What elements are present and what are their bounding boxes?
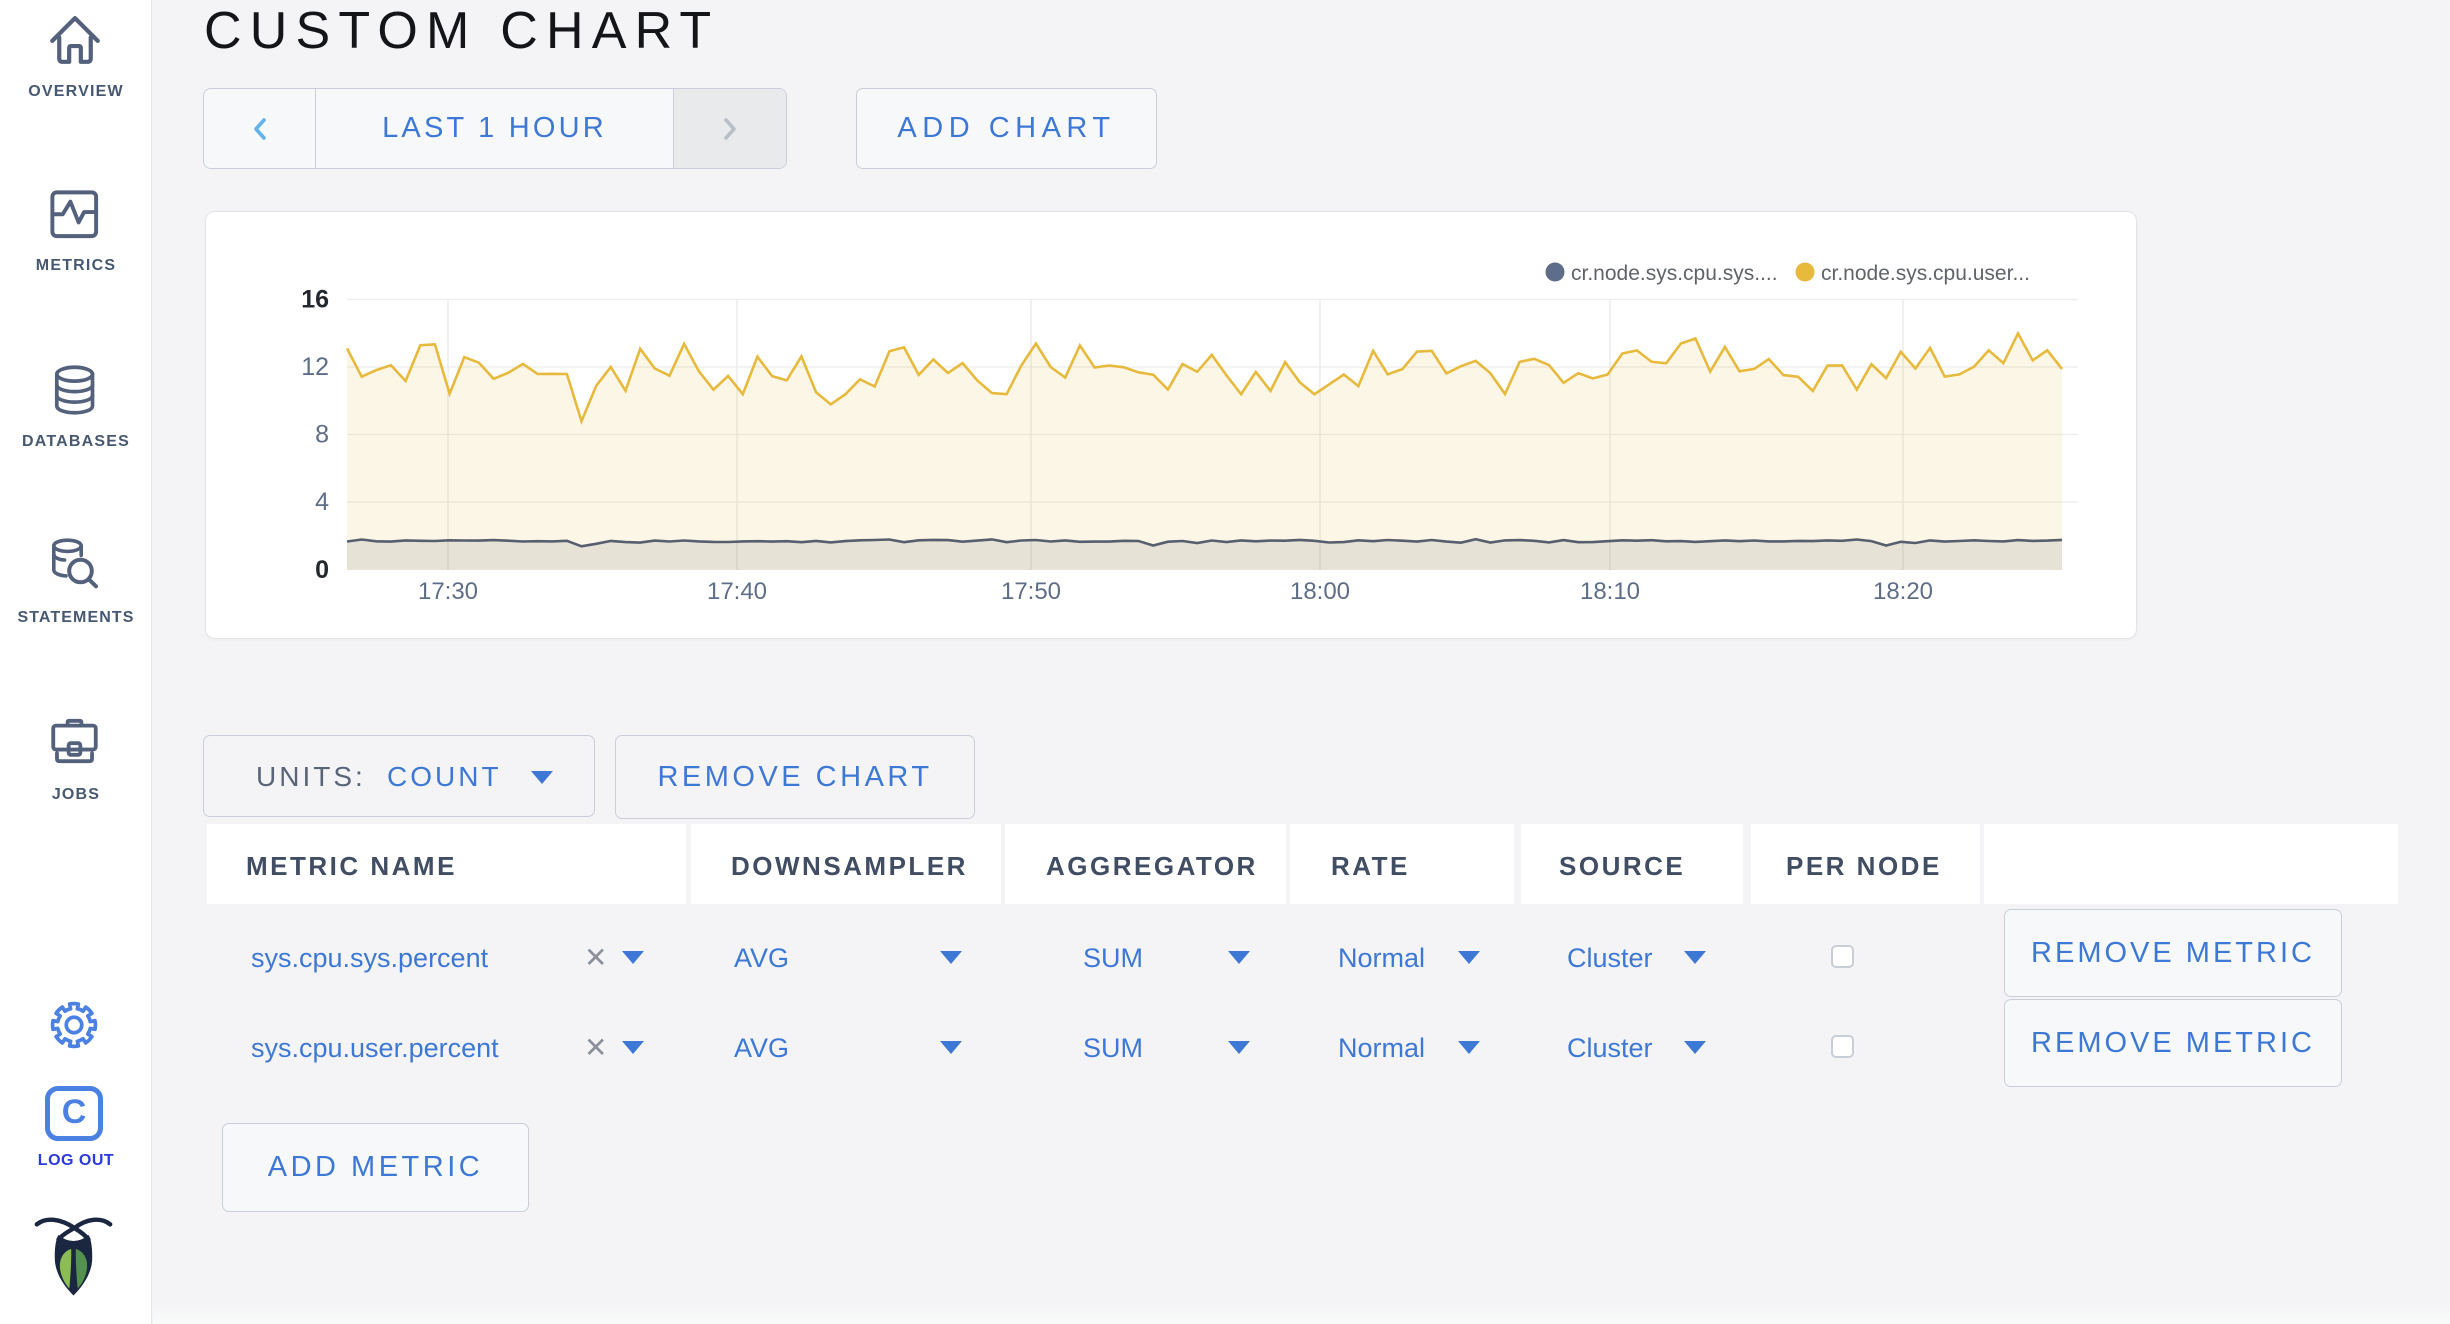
svg-text:18:20: 18:20 <box>1873 578 1933 605</box>
svg-text:cr.node.sys.cpu.sys....: cr.node.sys.cpu.sys.... <box>1571 262 1778 285</box>
svg-text:4: 4 <box>315 488 329 516</box>
svg-text:18:10: 18:10 <box>1580 578 1640 605</box>
svg-text:16: 16 <box>301 286 329 314</box>
svg-text:17:30: 17:30 <box>418 578 478 605</box>
svg-text:0: 0 <box>315 556 329 584</box>
svg-text:18:00: 18:00 <box>1290 578 1350 605</box>
svg-text:17:40: 17:40 <box>707 578 767 605</box>
svg-text:17:50: 17:50 <box>1001 578 1061 605</box>
svg-text:cr.node.sys.cpu.user...: cr.node.sys.cpu.user... <box>1821 262 2030 285</box>
svg-text:12: 12 <box>301 353 329 381</box>
svg-text:8: 8 <box>315 421 329 449</box>
